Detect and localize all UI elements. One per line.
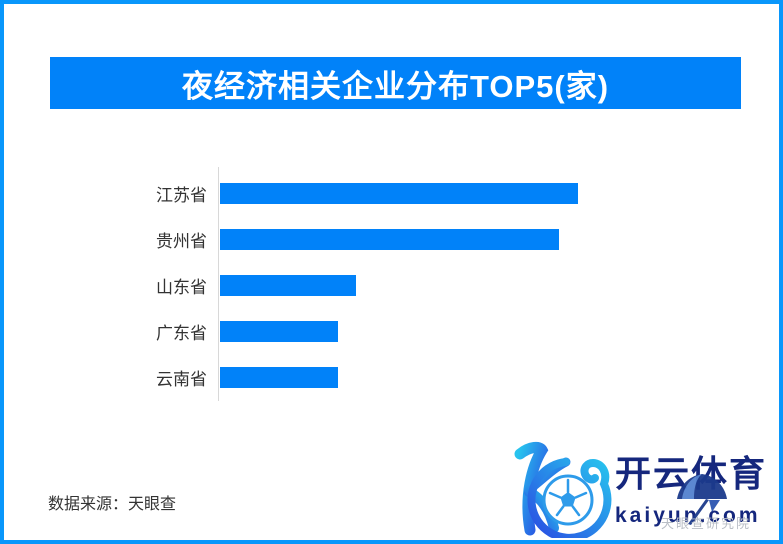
- chart-row: 山东省: [4, 275, 644, 297]
- kaiyun-k-soccer-ball-logo-icon: [514, 441, 612, 538]
- category-label: 贵州省: [156, 232, 207, 251]
- chart-bar: [220, 229, 559, 250]
- bar-chart: 江苏省贵州省山东省广东省云南省: [4, 4, 779, 540]
- y-axis-line: [218, 167, 219, 401]
- chart-row: 云南省: [4, 367, 644, 389]
- kaiyun-watermark: 开云体育 kaiyun.com 天眼查研究院: [496, 440, 779, 540]
- chart-row: 江苏省: [4, 183, 644, 205]
- category-label: 广东省: [156, 324, 207, 343]
- category-label: 山东省: [156, 278, 207, 297]
- chart-bar: [220, 183, 578, 204]
- data-source-note: 数据来源：天眼查: [48, 496, 177, 513]
- chart-title-bar: 夜经济相关企业分布TOP5(家): [50, 57, 741, 109]
- chart-bar: [220, 367, 338, 388]
- category-label: 云南省: [156, 370, 207, 389]
- chart-bar: [220, 321, 338, 342]
- chart-row: 贵州省: [4, 229, 644, 251]
- category-label: 江苏省: [156, 186, 207, 205]
- chart-bar: [220, 275, 356, 296]
- chart-title: 夜经济相关企业分布TOP5(家): [181, 68, 610, 104]
- watermark-faint-label: 天眼查研究院: [661, 516, 752, 531]
- watermark-domain: kaiyun.com: [615, 504, 761, 527]
- chart-row: 广东省: [4, 321, 644, 343]
- tianyancha-umbrella-icon: [677, 474, 727, 525]
